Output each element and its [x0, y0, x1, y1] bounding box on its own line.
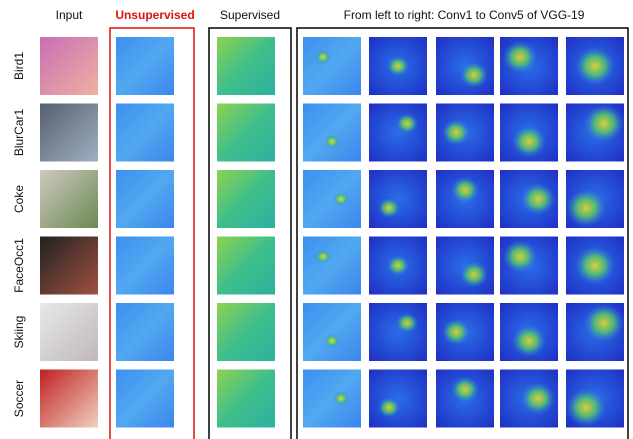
activation-blob — [460, 262, 488, 288]
activation-blob — [378, 398, 400, 418]
activation-blob — [451, 177, 479, 203]
conv-map — [369, 370, 427, 428]
unsupervised-map — [116, 237, 174, 295]
column-header: Unsupervised — [115, 8, 194, 22]
activation-blob — [584, 105, 624, 143]
activation-blob — [324, 135, 340, 149]
activation-blob — [512, 325, 546, 357]
conv-map — [303, 303, 361, 361]
unsupervised-map — [116, 37, 174, 95]
activation-blob — [387, 56, 409, 76]
activation-blob — [521, 183, 555, 215]
activation-blob — [333, 192, 349, 206]
input-image — [40, 104, 98, 162]
column-header: Supervised — [220, 8, 280, 22]
activation-blob — [387, 256, 409, 276]
activation-blob — [396, 114, 418, 134]
unsupervised-map — [116, 170, 174, 228]
activation-blob — [324, 334, 340, 348]
figure: Input Unsupervised Supervised From left … — [0, 0, 633, 439]
input-image — [40, 237, 98, 295]
row-label: BlurCar1 — [12, 109, 26, 157]
activation-blob — [566, 389, 606, 427]
activation-blob — [512, 126, 546, 158]
unsupervised-map — [116, 303, 174, 361]
activation-blob — [315, 50, 331, 64]
activation-blob — [575, 247, 615, 285]
supervised-map — [217, 104, 275, 162]
activation-blob — [566, 189, 606, 227]
activation-blob — [315, 250, 331, 264]
input-image — [40, 37, 98, 95]
unsupervised-map — [116, 104, 174, 162]
activation-blob — [460, 62, 488, 88]
unsupervised-map — [116, 370, 174, 428]
row-label: Skiing — [12, 316, 26, 349]
supervised-map — [217, 170, 275, 228]
column-header: From left to right: Conv1 to Conv5 of VG… — [344, 8, 585, 22]
conv-map — [303, 37, 361, 95]
activation-blob — [521, 383, 555, 415]
activation-blob — [378, 198, 400, 218]
input-image — [40, 170, 98, 228]
row-label: FaceOcc1 — [12, 238, 26, 293]
conv-map — [369, 303, 427, 361]
conv-map — [303, 237, 361, 295]
row-label: Coke — [12, 185, 26, 213]
conv-map — [369, 170, 427, 228]
supervised-map — [217, 303, 275, 361]
row-label: Bird1 — [12, 52, 26, 80]
conv-map — [303, 170, 361, 228]
activation-blob — [575, 47, 615, 85]
conv-map — [303, 104, 361, 162]
activation-blob — [442, 120, 470, 146]
column-header: Input — [56, 8, 83, 22]
input-image — [40, 370, 98, 428]
activation-blob — [451, 377, 479, 403]
conv-map — [303, 370, 361, 428]
activation-blob — [333, 392, 349, 406]
input-image — [40, 303, 98, 361]
activation-blob — [396, 313, 418, 333]
supervised-map — [217, 370, 275, 428]
activation-blob — [503, 241, 537, 273]
activation-blob — [442, 319, 470, 345]
page: Input Unsupervised Supervised From left … — [0, 0, 633, 439]
supervised-map — [217, 37, 275, 95]
supervised-map — [217, 237, 275, 295]
row-label: Soccer — [12, 380, 26, 417]
conv-map — [369, 104, 427, 162]
activation-blob — [584, 304, 624, 342]
activation-blob — [503, 41, 537, 73]
